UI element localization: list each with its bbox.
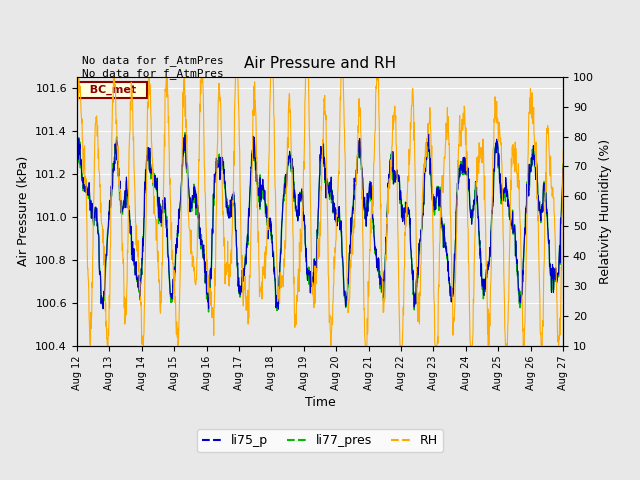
Text: No data for f_AtmPres
No data for f_AtmPres: No data for f_AtmPres No data for f_AtmP… xyxy=(82,55,223,79)
Y-axis label: Relativity Humidity (%): Relativity Humidity (%) xyxy=(600,139,612,284)
Y-axis label: Air Pressure (kPa): Air Pressure (kPa) xyxy=(17,156,30,266)
Title: Air Pressure and RH: Air Pressure and RH xyxy=(244,57,396,72)
Legend: li75_p, li77_pres, RH: li75_p, li77_pres, RH xyxy=(197,429,443,452)
Text: BC_met: BC_met xyxy=(82,85,143,95)
X-axis label: Time: Time xyxy=(305,396,335,408)
